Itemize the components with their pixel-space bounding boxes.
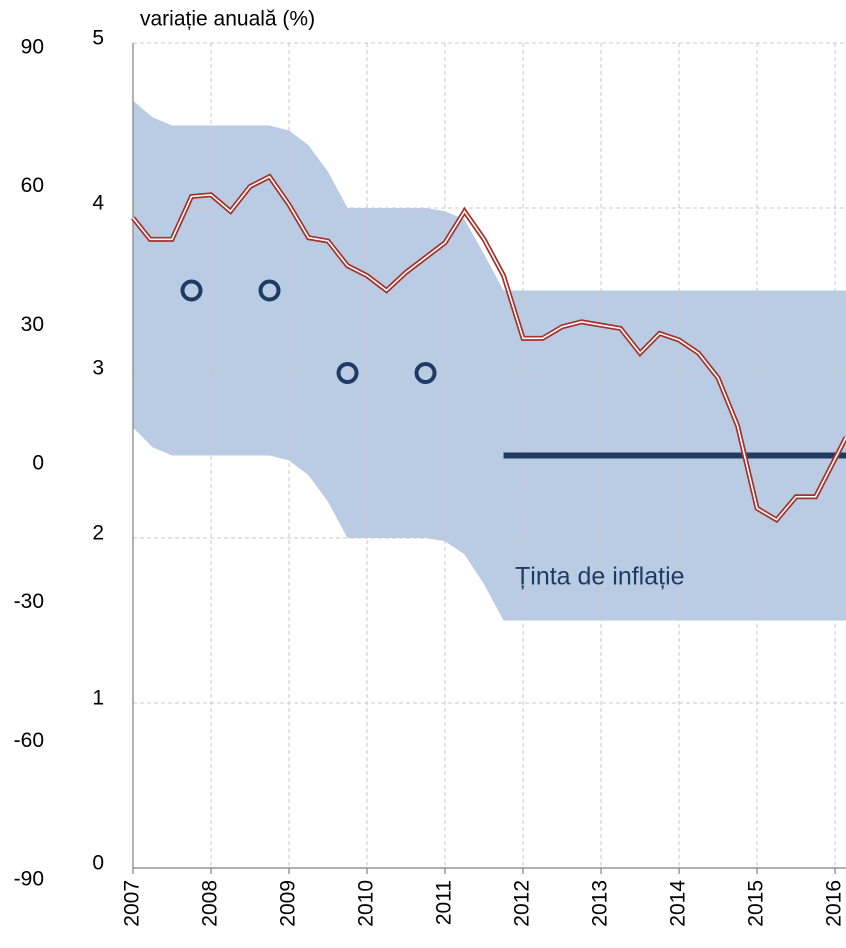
x-tick-label: 2011 xyxy=(433,880,456,925)
x-tick-label: 2015 xyxy=(745,880,768,927)
band xyxy=(133,100,846,621)
y-tick-label: 1 xyxy=(92,687,104,710)
y2-tick-label: 0 xyxy=(32,452,44,475)
y2-tick-label: 90 xyxy=(21,36,44,59)
x-tick-label: 2008 xyxy=(199,880,222,927)
x-tick-label: 2010 xyxy=(355,880,378,927)
y2-tick-label: 60 xyxy=(21,174,44,197)
x-tick-label: 2014 xyxy=(667,880,690,927)
x-tick-label: 2007 xyxy=(121,880,144,927)
y2-tick-label: 30 xyxy=(21,313,44,336)
y2-tick-label: -60 xyxy=(14,729,44,752)
y-tick-label: 5 xyxy=(92,27,104,50)
x-tick-label: 2013 xyxy=(589,880,612,927)
point xyxy=(180,279,203,302)
point xyxy=(258,279,281,302)
point xyxy=(336,362,359,384)
point xyxy=(414,362,437,384)
y-tick-label: 2 xyxy=(92,522,104,545)
x-tick-label: 2012 xyxy=(511,880,534,927)
y-tick-label: 0 xyxy=(92,852,104,875)
y2-tick-label: -90 xyxy=(14,868,44,891)
y-axis-label: variație anuală (%) xyxy=(140,8,315,31)
y2-tick-label: -30 xyxy=(14,590,44,613)
y-tick-label: 3 xyxy=(92,357,104,380)
series-line-inner xyxy=(132,175,846,521)
x-tick-label: 2016 xyxy=(823,880,846,927)
y-tick-label: 4 xyxy=(92,192,104,215)
x-tick-label: 2009 xyxy=(277,880,300,927)
annotation: Ținta de inflație xyxy=(515,563,685,591)
